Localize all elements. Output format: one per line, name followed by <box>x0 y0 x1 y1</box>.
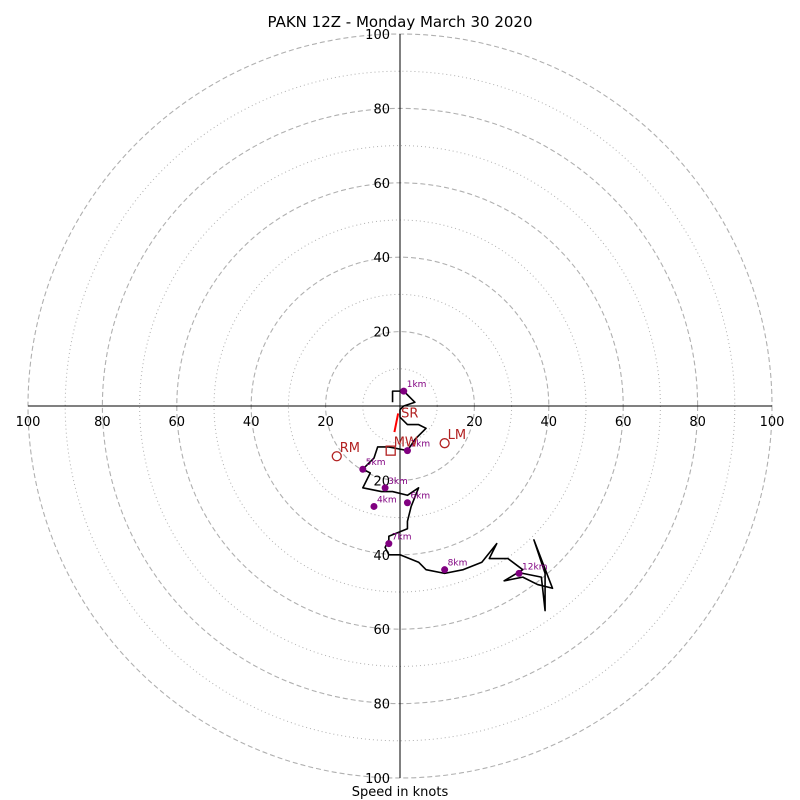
x-tick-label: 60 <box>169 415 186 430</box>
wind-profile <box>361 390 554 612</box>
y-tick-label: 60 <box>373 623 390 638</box>
x-tick-label: 100 <box>16 415 41 430</box>
y-tick-label: 40 <box>373 549 390 564</box>
storm-motion-label: MW <box>394 436 418 451</box>
height-marker-dot <box>381 484 389 492</box>
x-tick-label: 80 <box>94 415 111 430</box>
height-marker-label: 8km <box>448 559 468 569</box>
y-tick-label: 20 <box>373 326 390 341</box>
height-marker-label: 12km <box>522 562 547 572</box>
shear-vector-label: SR <box>401 406 418 421</box>
y-tick-label: 60 <box>373 177 390 192</box>
mean-wind-marker <box>385 445 396 456</box>
x-tick-label: 80 <box>689 415 706 430</box>
height-marker-dot <box>359 465 367 473</box>
x-axis-label: Speed in knots <box>352 785 449 800</box>
height-marker-label: 6km <box>410 492 430 502</box>
chart-title: PAKN 12Z - Monday March 30 2020 <box>268 13 533 31</box>
storm-motion-marker <box>331 451 342 462</box>
y-tick-label: 80 <box>373 698 390 713</box>
height-marker-dot <box>441 566 449 574</box>
y-tick-label: 100 <box>365 28 390 43</box>
x-tick-label: 20 <box>466 415 483 430</box>
x-tick-label: 40 <box>243 415 260 430</box>
height-marker-label: 7km <box>392 533 412 543</box>
axes <box>28 34 772 778</box>
height-markers: 1km 2km 3km 4km 5km 6km 7km 8km 12km <box>359 380 547 577</box>
y-tick-label: 100 <box>365 772 390 787</box>
x-tick-label: 60 <box>615 415 632 430</box>
height-marker-dot <box>515 569 523 577</box>
height-marker-label: 1km <box>407 380 427 390</box>
height-marker-dot <box>400 387 408 395</box>
wind-profile-line <box>361 390 554 612</box>
height-marker-label: 3km <box>388 477 408 487</box>
height-marker-dot <box>370 502 378 510</box>
storm-motion-markers: SR RM LM MW <box>331 406 466 462</box>
storm-motion-label: RM <box>340 441 360 456</box>
height-marker-dot <box>403 447 411 455</box>
storm-motion-label: LM <box>448 428 466 443</box>
height-marker-dot <box>385 540 393 548</box>
height-marker-label: 4km <box>377 495 397 505</box>
height-marker-label: 2km <box>410 440 430 450</box>
x-tick-label: 100 <box>760 415 785 430</box>
shear-vector <box>393 413 400 433</box>
x-tick-label: 40 <box>541 415 558 430</box>
height-marker-dot <box>403 499 411 507</box>
y-tick-label: 40 <box>373 251 390 266</box>
tick-labels: 100 80 60 40 20 20 40 60 80 100204060801002040608… <box>16 28 785 787</box>
x-tick-label: 20 <box>317 415 334 430</box>
height-marker-label: 5km <box>366 458 386 468</box>
y-tick-label: 80 <box>373 102 390 117</box>
storm-motion-marker <box>439 438 450 449</box>
